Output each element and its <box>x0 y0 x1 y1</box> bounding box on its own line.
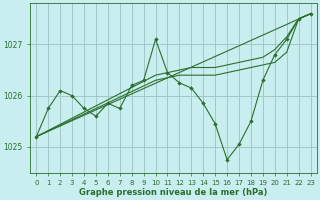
X-axis label: Graphe pression niveau de la mer (hPa): Graphe pression niveau de la mer (hPa) <box>79 188 268 197</box>
